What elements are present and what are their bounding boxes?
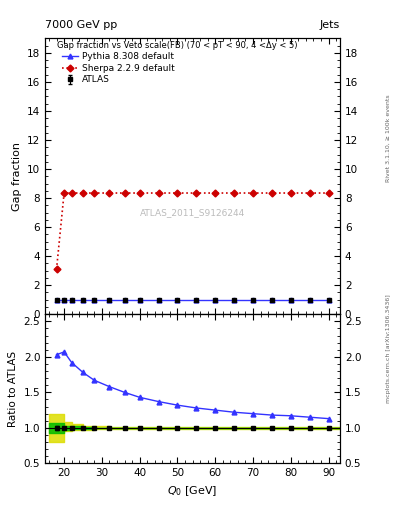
Sherpa 2.2.9 default (107, 190, 112, 196)
X-axis label: $Q_0$ [GeV]: $Q_0$ [GeV] (167, 484, 218, 498)
Pythia 8.308 default (69, 296, 74, 303)
Pythia 8.308 default (62, 296, 66, 303)
Pythia 8.308 default (156, 296, 161, 303)
Line: Pythia 8.308 default: Pythia 8.308 default (54, 297, 331, 302)
Text: ATLAS_2011_S9126244: ATLAS_2011_S9126244 (140, 208, 245, 217)
Pythia 8.308 default (92, 296, 97, 303)
Pythia 8.308 default (175, 296, 180, 303)
Pythia 8.308 default (232, 296, 237, 303)
Text: Gap fraction vs Veto scale(FB) (70 < pT < 90, 4 <Δy < 5): Gap fraction vs Veto scale(FB) (70 < pT … (57, 41, 298, 50)
Text: Rivet 3.1.10, ≥ 100k events: Rivet 3.1.10, ≥ 100k events (386, 94, 391, 182)
Sherpa 2.2.9 default (54, 266, 59, 272)
Pythia 8.308 default (288, 296, 293, 303)
Sherpa 2.2.9 default (92, 190, 97, 196)
Y-axis label: Gap fraction: Gap fraction (11, 142, 22, 211)
Sherpa 2.2.9 default (81, 190, 85, 196)
Pythia 8.308 default (107, 296, 112, 303)
Pythia 8.308 default (194, 296, 199, 303)
Pythia 8.308 default (251, 296, 255, 303)
Pythia 8.308 default (81, 296, 85, 303)
Pythia 8.308 default (270, 296, 274, 303)
Sherpa 2.2.9 default (69, 190, 74, 196)
Sherpa 2.2.9 default (156, 190, 161, 196)
Text: 7000 GeV pp: 7000 GeV pp (45, 20, 118, 30)
Pythia 8.308 default (307, 296, 312, 303)
Sherpa 2.2.9 default (288, 190, 293, 196)
Pythia 8.308 default (54, 296, 59, 303)
Legend: Pythia 8.308 default, Sherpa 2.2.9 default, ATLAS: Pythia 8.308 default, Sherpa 2.2.9 defau… (59, 49, 178, 88)
Sherpa 2.2.9 default (175, 190, 180, 196)
Sherpa 2.2.9 default (122, 190, 127, 196)
Sherpa 2.2.9 default (307, 190, 312, 196)
Y-axis label: Ratio to ATLAS: Ratio to ATLAS (8, 351, 18, 427)
Sherpa 2.2.9 default (194, 190, 199, 196)
Text: mcplots.cern.ch [arXiv:1306.3436]: mcplots.cern.ch [arXiv:1306.3436] (386, 294, 391, 402)
Sherpa 2.2.9 default (232, 190, 237, 196)
Sherpa 2.2.9 default (137, 190, 142, 196)
Sherpa 2.2.9 default (213, 190, 218, 196)
Pythia 8.308 default (122, 296, 127, 303)
Sherpa 2.2.9 default (326, 190, 331, 196)
Sherpa 2.2.9 default (270, 190, 274, 196)
Pythia 8.308 default (213, 296, 218, 303)
Pythia 8.308 default (137, 296, 142, 303)
Pythia 8.308 default (326, 296, 331, 303)
Sherpa 2.2.9 default (251, 190, 255, 196)
Text: Jets: Jets (320, 20, 340, 30)
Sherpa 2.2.9 default (62, 190, 66, 196)
Line: Sherpa 2.2.9 default: Sherpa 2.2.9 default (54, 190, 331, 272)
